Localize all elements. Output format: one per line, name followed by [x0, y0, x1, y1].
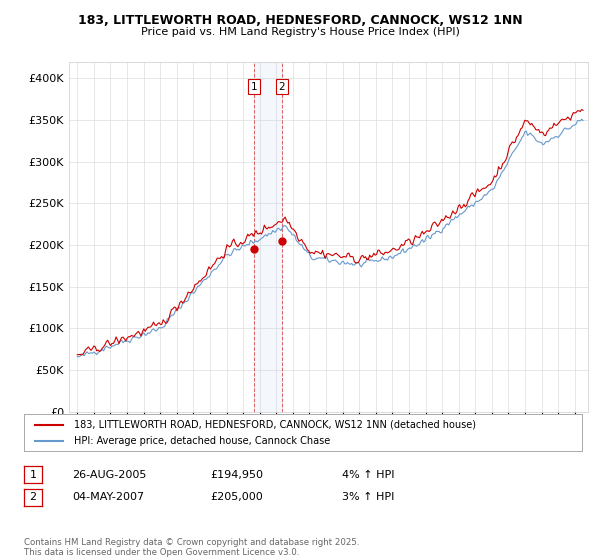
Text: Contains HM Land Registry data © Crown copyright and database right 2025.
This d: Contains HM Land Registry data © Crown c…	[24, 538, 359, 557]
Text: £205,000: £205,000	[210, 492, 263, 502]
Text: 2: 2	[278, 82, 285, 92]
Text: 2: 2	[29, 492, 37, 502]
Text: 26-AUG-2005: 26-AUG-2005	[72, 470, 146, 480]
Text: 183, LITTLEWORTH ROAD, HEDNESFORD, CANNOCK, WS12 1NN: 183, LITTLEWORTH ROAD, HEDNESFORD, CANNO…	[77, 14, 523, 27]
Text: 1: 1	[251, 82, 257, 92]
Text: £194,950: £194,950	[210, 470, 263, 480]
Text: 183, LITTLEWORTH ROAD, HEDNESFORD, CANNOCK, WS12 1NN (detached house): 183, LITTLEWORTH ROAD, HEDNESFORD, CANNO…	[74, 419, 476, 430]
Text: 4% ↑ HPI: 4% ↑ HPI	[342, 470, 395, 480]
Text: HPI: Average price, detached house, Cannock Chase: HPI: Average price, detached house, Cann…	[74, 436, 331, 446]
Text: 3% ↑ HPI: 3% ↑ HPI	[342, 492, 394, 502]
Text: Price paid vs. HM Land Registry's House Price Index (HPI): Price paid vs. HM Land Registry's House …	[140, 27, 460, 37]
Text: 04-MAY-2007: 04-MAY-2007	[72, 492, 144, 502]
Bar	[254, 62, 282, 412]
Text: 1: 1	[29, 470, 37, 480]
